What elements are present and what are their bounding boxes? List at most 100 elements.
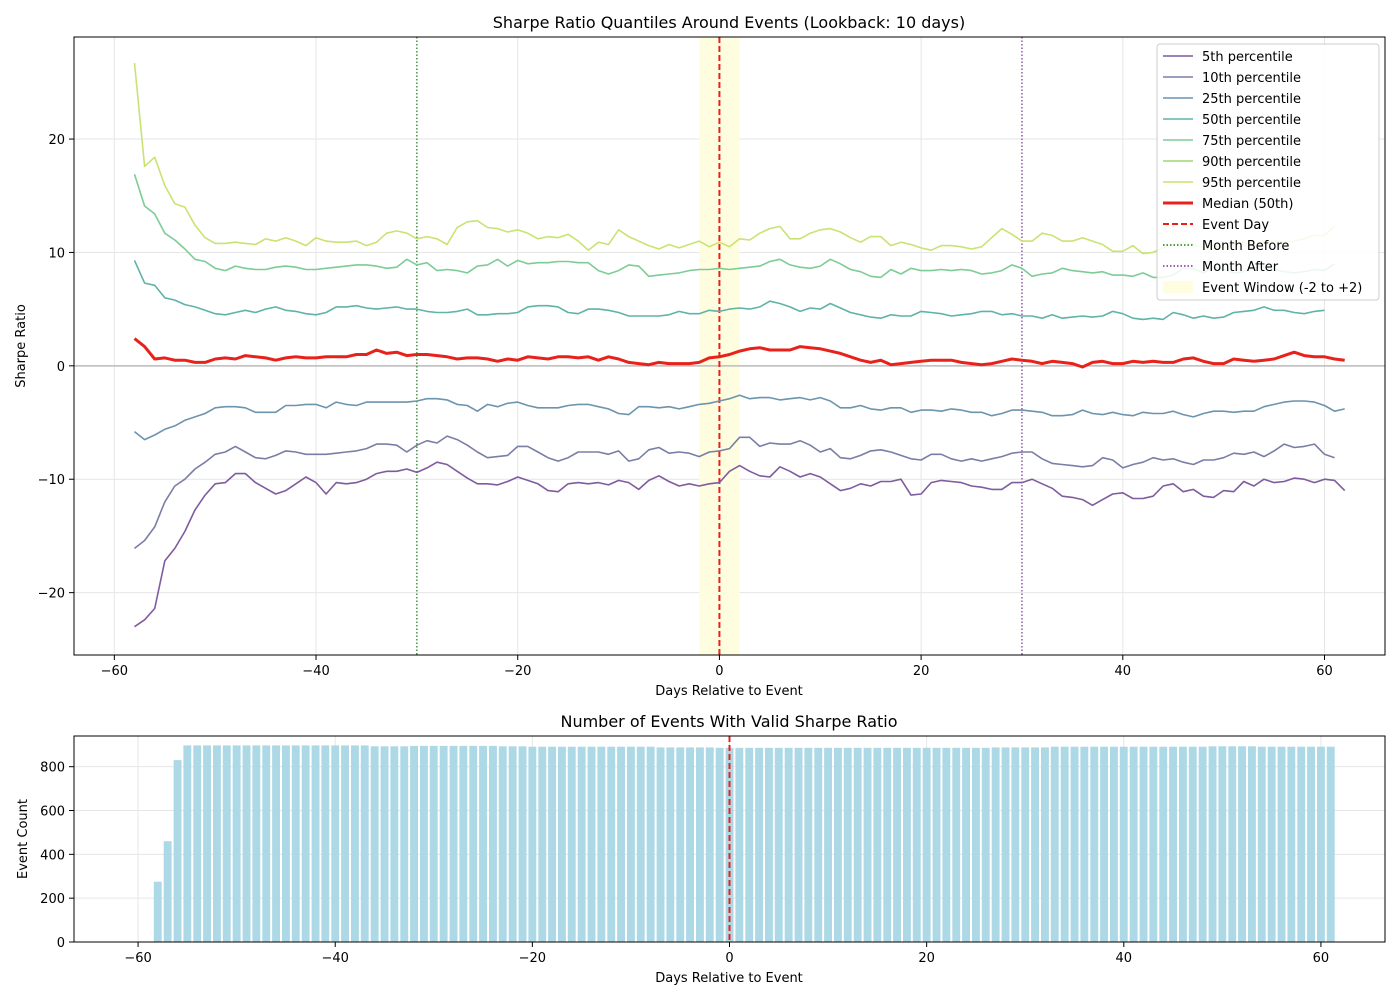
bar (370, 746, 379, 942)
y-axis-label: Event Count (16, 799, 31, 879)
series-line-median-50th- (133, 337, 1345, 369)
legend-swatch (1163, 281, 1193, 293)
bar (390, 746, 399, 942)
bar (1050, 746, 1059, 942)
bar (498, 746, 507, 942)
bar (331, 745, 340, 942)
x-tick-label: 20 (913, 664, 930, 679)
bar (962, 747, 970, 942)
bar (193, 745, 202, 942)
y-tick-label: 0 (57, 360, 65, 375)
bar (439, 745, 448, 942)
legend-label: 90th percentile (1202, 155, 1301, 170)
y-axis-ticks: 0 200 400 600 800 (40, 761, 74, 951)
bar (794, 747, 803, 942)
bar (518, 746, 527, 942)
bar (351, 745, 359, 942)
legend-label: 75th percentile (1202, 134, 1301, 149)
bar (163, 841, 172, 942)
y-tick-label: 20 (48, 133, 65, 148)
bar (528, 746, 537, 942)
x-tick-label: −40 (321, 951, 348, 966)
bar (646, 746, 655, 942)
bar (617, 746, 625, 942)
series-line-5th-percentile (134, 461, 1346, 628)
bar (755, 747, 763, 942)
bar (420, 745, 428, 942)
bar (1021, 747, 1030, 942)
x-tick-label: 0 (715, 664, 723, 679)
x-tick-label: −60 (124, 951, 151, 966)
legend-label: 50th percentile (1202, 113, 1301, 128)
bar (834, 747, 842, 942)
bar (942, 747, 951, 942)
bar (696, 747, 704, 942)
legend-label: 5th percentile (1202, 50, 1293, 65)
sharpe-quantile-chart: Sharpe Ratio Quantiles Around Events (Lo… (14, 13, 1386, 699)
bar (1129, 746, 1138, 942)
bar (1110, 746, 1118, 942)
bar (1011, 747, 1020, 942)
legend-label: 10th percentile (1202, 71, 1301, 86)
y-tick-label: 800 (40, 761, 65, 776)
x-tick-label: −20 (519, 951, 546, 966)
bar (843, 747, 852, 942)
bar (784, 747, 793, 942)
bar (1277, 746, 1286, 942)
bar (597, 746, 606, 942)
legend-items: 5th percentile 10th percentile 25th percen… (1163, 50, 1362, 296)
bar (153, 881, 162, 942)
bar (183, 745, 192, 942)
reference-lines (416, 37, 1023, 655)
x-axis-ticks: −60 −40 −20 0 20 40 60 (124, 942, 1329, 966)
bar (1188, 746, 1197, 942)
bar (213, 745, 221, 942)
x-tick-label: 60 (1313, 951, 1330, 966)
bar (676, 747, 685, 942)
legend-label: Month After (1202, 260, 1279, 275)
bar (853, 747, 862, 942)
x-axis-label: Days Relative to Event (655, 971, 803, 986)
bar (577, 746, 586, 942)
y-tick-label: 400 (40, 848, 65, 863)
bar (1297, 746, 1306, 942)
series-line-25th-percentile (134, 394, 1345, 441)
bar (587, 746, 596, 942)
bar (489, 745, 497, 942)
x-tick-label: 60 (1316, 664, 1333, 679)
y-tick-label: 10 (48, 246, 65, 261)
bar (173, 760, 182, 942)
x-tick-label: 40 (1116, 951, 1133, 966)
bar (824, 747, 832, 942)
bar (1031, 747, 1039, 942)
bar (686, 747, 694, 942)
bar (1169, 746, 1177, 942)
bar (1307, 746, 1315, 942)
chart-title: Sharpe Ratio Quantiles Around Events (Lo… (493, 13, 965, 32)
y-axis-label: Sharpe Ratio (14, 304, 29, 388)
bar (1159, 746, 1168, 942)
bar (814, 747, 823, 942)
bar (1179, 746, 1187, 942)
y-axis-ticks: −20 −10 0 10 20 (38, 133, 74, 602)
bar (222, 745, 231, 942)
bar (1100, 746, 1108, 942)
bar (262, 745, 271, 942)
bar (1070, 746, 1079, 942)
bar (232, 745, 241, 942)
bar (932, 747, 941, 942)
bar (903, 747, 911, 942)
x-tick-label: 0 (725, 951, 733, 966)
bar (400, 746, 409, 942)
y-tick-label: 200 (40, 892, 65, 907)
bar (360, 745, 369, 942)
bar (242, 745, 251, 942)
bar (765, 747, 773, 942)
y-tick-label: 0 (57, 936, 65, 951)
bar (567, 746, 576, 942)
plot-frame (73, 36, 1386, 656)
legend-label: Event Day (1202, 218, 1269, 233)
bar (1208, 746, 1217, 942)
bar (1001, 747, 1010, 942)
series-line-75th-percentile (133, 173, 1336, 279)
